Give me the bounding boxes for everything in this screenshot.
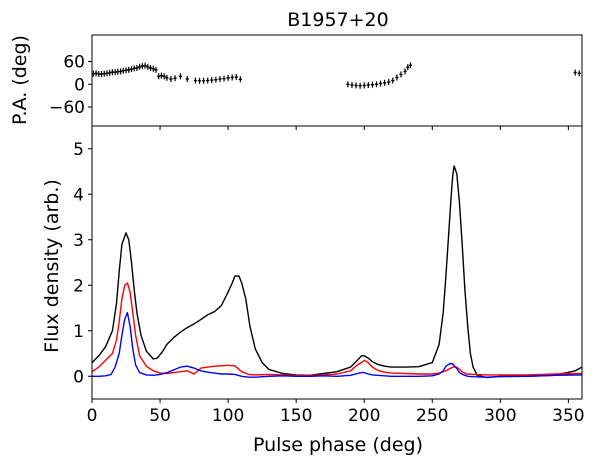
top-y-tick-label: 60 xyxy=(63,53,85,73)
pa-point xyxy=(169,75,173,82)
circular-polarization-line xyxy=(92,311,583,378)
pa-point xyxy=(234,74,238,81)
pa-point xyxy=(197,77,202,84)
pa-point xyxy=(140,63,144,70)
top-plot-frame xyxy=(91,34,583,127)
pa-point xyxy=(408,62,413,69)
pa-point xyxy=(346,81,350,88)
pa-point xyxy=(354,82,358,89)
bottom-y-tick-label: 1 xyxy=(73,322,84,342)
pa-point xyxy=(210,77,214,84)
pa-point xyxy=(406,64,410,71)
pa-point xyxy=(378,80,383,87)
bottom-plot-frame xyxy=(91,125,583,400)
pa-point xyxy=(173,75,177,82)
position-angle-points xyxy=(91,62,581,89)
pa-point xyxy=(108,69,112,76)
pa-point xyxy=(135,64,139,71)
pa-point xyxy=(362,82,366,89)
pa-point xyxy=(399,71,403,78)
pa-point xyxy=(383,79,387,86)
pa-point xyxy=(214,76,218,83)
top-y-tick-label: −60 xyxy=(49,98,85,118)
pa-point xyxy=(206,77,210,84)
pa-point xyxy=(121,67,125,74)
pa-point xyxy=(165,74,169,81)
flux-density-lines xyxy=(91,165,583,379)
total-intensity-line xyxy=(91,165,583,379)
pa-point xyxy=(374,81,379,88)
x-tick-label: 0 xyxy=(87,406,98,426)
pa-point xyxy=(230,74,234,81)
chart-title: B1957+20 xyxy=(287,9,389,31)
pa-point xyxy=(159,72,164,79)
pa-point xyxy=(110,69,115,76)
pa-point xyxy=(358,82,362,89)
linear-polarization-line xyxy=(91,282,583,376)
pa-point xyxy=(118,68,123,75)
pa-point xyxy=(193,77,198,84)
bottom-y-tick-label: 5 xyxy=(73,140,84,160)
bottom-y-tick-label: 2 xyxy=(73,276,84,296)
pa-point xyxy=(124,67,128,74)
x-axis-label: Pulse phase (deg) xyxy=(253,434,423,456)
pa-point xyxy=(102,70,106,77)
pa-point xyxy=(222,75,226,82)
bottom-y-tick-label: 3 xyxy=(73,231,84,251)
pa-point xyxy=(391,77,395,84)
x-tick-label: 350 xyxy=(552,406,584,426)
pa-point xyxy=(366,82,370,89)
pa-point xyxy=(146,63,150,70)
pa-point xyxy=(116,68,120,75)
pa-point xyxy=(143,62,147,69)
pa-point xyxy=(185,75,189,82)
pa-point xyxy=(151,65,155,72)
pa-point xyxy=(350,82,354,89)
x-tick-label: 250 xyxy=(416,406,448,426)
pa-point xyxy=(162,73,166,80)
x-tick-label: 50 xyxy=(149,406,171,426)
pa-point xyxy=(97,71,101,78)
pa-point xyxy=(113,69,117,76)
pa-point xyxy=(99,71,104,78)
pa-point xyxy=(178,73,183,80)
pa-point xyxy=(577,70,581,77)
pa-point xyxy=(129,66,134,73)
pa-point xyxy=(138,63,142,70)
bottom-y-axis-label: Flux density (arb.) xyxy=(41,179,63,353)
pa-point xyxy=(218,75,222,82)
x-tick-label: 150 xyxy=(280,406,312,426)
pa-point xyxy=(132,65,136,72)
pa-point xyxy=(370,81,374,88)
x-tick-label: 100 xyxy=(212,406,244,426)
pa-point xyxy=(395,74,399,81)
pa-point xyxy=(403,68,407,75)
x-tick-label: 300 xyxy=(484,406,516,426)
top-y-tick-label: 0 xyxy=(74,75,85,95)
x-tick-label: 200 xyxy=(348,406,380,426)
pa-point xyxy=(105,70,109,77)
pa-point xyxy=(226,74,230,81)
position-angle-panel: −60 060 xyxy=(49,34,583,130)
pa-point xyxy=(573,69,577,76)
pa-point xyxy=(202,77,206,84)
bottom-y-tick-label: 0 xyxy=(73,367,84,387)
pa-point xyxy=(94,70,98,77)
bottom-y-tick-label: 4 xyxy=(73,185,84,205)
top-y-axis-label: P.A. (deg) xyxy=(9,35,31,125)
pa-point xyxy=(154,66,158,73)
pa-point xyxy=(127,66,131,73)
pa-point xyxy=(238,76,242,83)
pa-point xyxy=(387,79,391,86)
pa-point xyxy=(148,64,153,71)
pa-point xyxy=(157,73,161,80)
